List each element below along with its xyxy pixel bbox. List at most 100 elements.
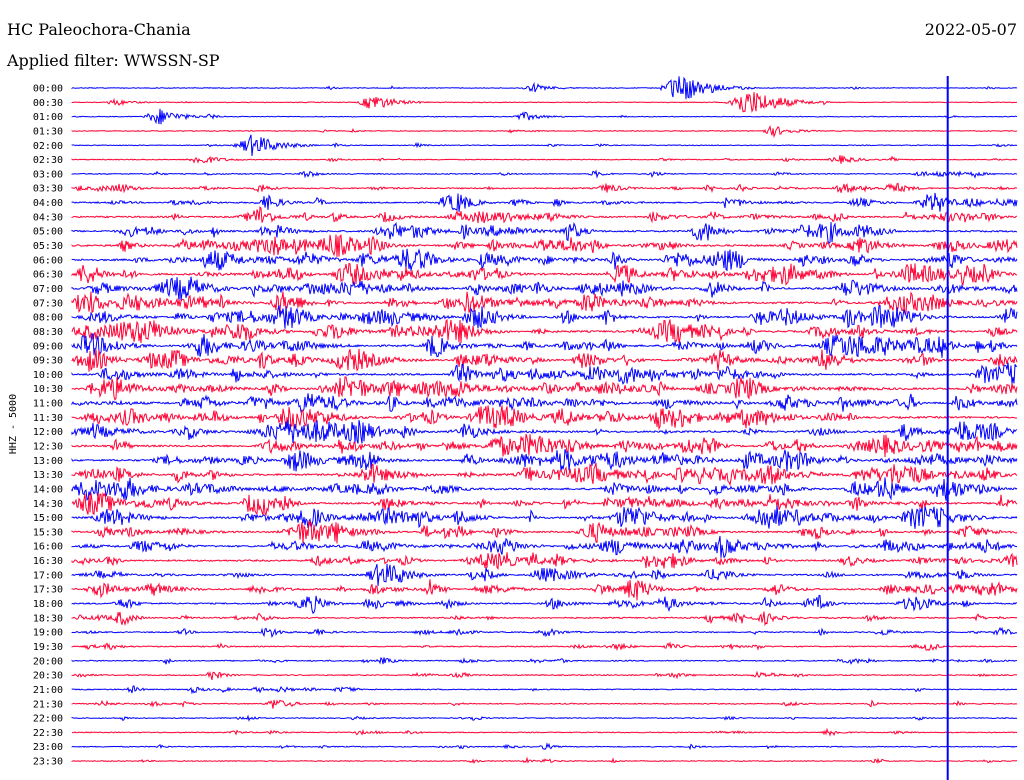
- trace-1500: [71, 505, 1018, 529]
- trace-1100: [71, 393, 1018, 414]
- row-label-0200: 02:00: [33, 141, 63, 152]
- row-label-1130: 11:30: [33, 413, 63, 424]
- row-label-2130: 21:30: [33, 699, 63, 710]
- row-label-2000: 20:00: [33, 656, 63, 667]
- trace-2130: [71, 699, 1018, 709]
- row-label-0000: 00:00: [33, 84, 63, 95]
- row-label-1700: 17:00: [33, 570, 63, 581]
- trace-0130: [71, 124, 1018, 139]
- row-label-2330: 23:30: [33, 757, 63, 768]
- trace-1230: [71, 433, 1018, 458]
- plot-date: 2022-05-07: [924, 20, 1017, 39]
- row-label-0300: 03:00: [33, 169, 63, 180]
- trace-0330: [71, 182, 1018, 194]
- trace-0800: [71, 304, 1018, 329]
- trace-0400: [71, 192, 1018, 212]
- trace-1300: [71, 449, 1018, 472]
- station-title: HC Paleochora-Chania: [7, 20, 191, 39]
- trace-0100: [71, 108, 1018, 125]
- row-label-1300: 13:00: [33, 456, 63, 467]
- trace-0230: [71, 155, 1018, 164]
- row-label-2200: 22:00: [33, 714, 63, 725]
- trace-0730: [71, 291, 1018, 315]
- trace-0200: [71, 134, 1018, 156]
- row-label-1500: 15:00: [33, 513, 63, 524]
- row-label-1530: 15:30: [33, 527, 63, 538]
- row-label-1630: 16:30: [33, 556, 63, 567]
- row-label-1330: 13:30: [33, 470, 63, 481]
- row-label-1100: 11:00: [33, 399, 63, 410]
- row-label-1230: 12:30: [33, 442, 63, 453]
- trace-0930: [71, 348, 1018, 372]
- trace-0300: [71, 169, 1018, 179]
- trace-2000: [71, 656, 1018, 665]
- row-label-0600: 06:00: [33, 255, 63, 266]
- trace-1430: [71, 491, 1018, 517]
- row-label-0530: 05:30: [33, 241, 63, 252]
- row-label-1830: 18:30: [33, 613, 63, 624]
- trace-0900: [71, 333, 1018, 358]
- row-label-0130: 01:30: [33, 126, 63, 137]
- row-label-1800: 18:00: [33, 599, 63, 610]
- trace-1900: [71, 626, 1018, 639]
- row-label-0800: 08:00: [33, 313, 63, 324]
- row-label-0500: 05:00: [33, 227, 63, 238]
- row-label-1030: 10:30: [33, 384, 63, 395]
- filter-label: Applied filter: WWSSN-SP: [7, 51, 220, 70]
- trace-1400: [71, 477, 1018, 501]
- trace-1830: [71, 611, 1018, 627]
- trace-2100: [71, 685, 1018, 695]
- row-label-0630: 06:30: [33, 270, 63, 281]
- trace-0030: [71, 92, 1018, 113]
- trace-1600: [71, 535, 1018, 559]
- trace-0830: [71, 318, 1018, 344]
- row-label-1930: 19:30: [33, 642, 63, 653]
- trace-1330: [71, 462, 1018, 487]
- row-label-0400: 04:00: [33, 198, 63, 209]
- row-label-2230: 22:30: [33, 728, 63, 739]
- channel-label: HHZ - 5000: [8, 394, 19, 454]
- row-label-1600: 16:00: [33, 542, 63, 553]
- trace-0500: [71, 221, 1017, 244]
- row-label-2030: 20:30: [33, 671, 63, 682]
- row-label-0700: 07:00: [33, 284, 63, 295]
- row-label-1200: 12:00: [33, 427, 63, 438]
- trace-0530: [71, 234, 1018, 257]
- trace-1800: [71, 594, 1017, 614]
- trace-1730: [71, 579, 1018, 601]
- trace-2200: [71, 714, 1018, 722]
- trace-0000: [71, 76, 1018, 100]
- row-label-1400: 14:00: [33, 484, 63, 495]
- row-labels: 00:00 00:30 01:00 01:30 02:00 02:30 03:00 03:30…: [33, 84, 63, 768]
- row-label-1430: 14:30: [33, 499, 63, 510]
- trace-2330: [71, 756, 1017, 765]
- row-label-0900: 09:00: [33, 341, 63, 352]
- trace-1530: [71, 520, 1018, 544]
- row-label-1900: 19:00: [33, 628, 63, 639]
- row-label-0230: 02:30: [33, 155, 63, 166]
- row-label-2300: 23:00: [33, 742, 63, 753]
- trace-1700: [71, 563, 1018, 586]
- trace-1130: [71, 405, 1018, 431]
- trace-1630: [71, 552, 1018, 570]
- row-label-1000: 10:00: [33, 370, 63, 381]
- row-label-2100: 21:00: [33, 685, 63, 696]
- trace-0600: [71, 248, 1018, 272]
- trace-0630: [71, 262, 1018, 287]
- trace-1000: [71, 362, 1018, 385]
- trace-1930: [71, 641, 1018, 652]
- row-label-0330: 03:30: [33, 184, 63, 195]
- trace-2300: [71, 742, 1018, 751]
- row-label-0930: 09:30: [33, 356, 63, 367]
- trace-2030: [71, 670, 1018, 681]
- trace-0430: [71, 206, 1018, 224]
- row-label-0100: 01:00: [33, 112, 63, 123]
- row-label-0430: 04:30: [33, 212, 63, 223]
- row-label-1730: 17:30: [33, 585, 63, 596]
- row-label-0730: 07:30: [33, 298, 63, 309]
- seismic-traces: [71, 76, 1018, 780]
- trace-2230: [71, 727, 1018, 737]
- trace-1200: [71, 420, 1018, 444]
- row-label-0830: 08:30: [33, 327, 63, 338]
